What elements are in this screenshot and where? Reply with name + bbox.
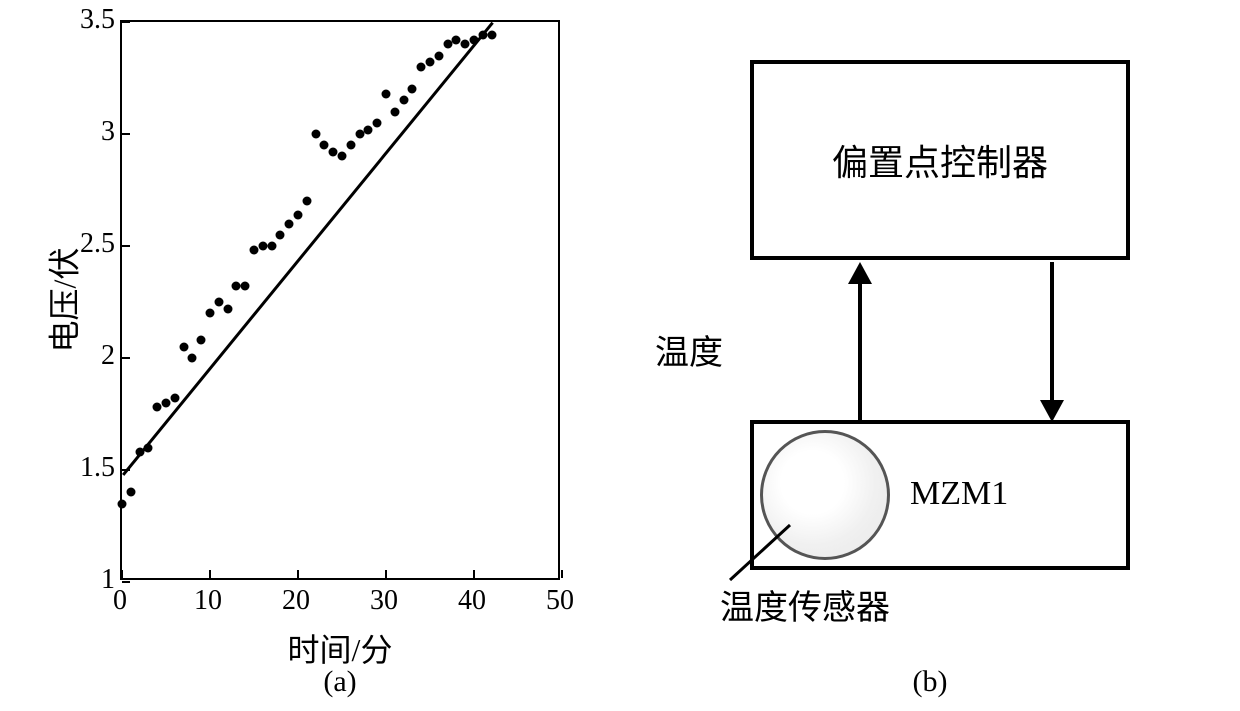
- data-point: [267, 242, 276, 251]
- up-arrow-shaft: [858, 280, 862, 420]
- data-point: [206, 309, 215, 318]
- controller-label: 偏置点控制器: [832, 134, 1048, 186]
- data-point: [250, 246, 259, 255]
- data-point: [364, 125, 373, 134]
- x-tick-label: 30: [370, 585, 398, 617]
- data-point: [434, 51, 443, 60]
- y-tick-label: 3.5: [60, 4, 115, 36]
- data-point: [390, 107, 399, 116]
- subfigure-a: 电压/伏 11.522.533.5 01020304050 时间/分 (a): [0, 0, 620, 711]
- data-point: [399, 96, 408, 105]
- data-point: [170, 394, 179, 403]
- data-point: [232, 282, 241, 291]
- temperature-label: 温度: [655, 325, 723, 374]
- x-tick-label: 40: [458, 585, 486, 617]
- subfigure-b: 偏置点控制器 温度 MZM1 温度传感器 (b): [620, 0, 1240, 711]
- data-point: [162, 398, 171, 407]
- data-point: [320, 141, 329, 150]
- data-point: [417, 62, 426, 71]
- data-point: [126, 488, 135, 497]
- data-point: [118, 499, 127, 508]
- data-point: [285, 219, 294, 228]
- subfigure-b-label: (b): [913, 665, 948, 699]
- data-point: [382, 89, 391, 98]
- data-point: [487, 31, 496, 40]
- data-point: [426, 58, 435, 67]
- sensor-label: 温度传感器: [720, 580, 890, 629]
- controller-box: 偏置点控制器: [750, 60, 1130, 260]
- data-point: [153, 403, 162, 412]
- data-point: [408, 85, 417, 94]
- down-arrow-shaft: [1050, 262, 1054, 402]
- y-axis-ticks: 11.522.533.5: [60, 20, 115, 580]
- data-point: [461, 40, 470, 49]
- y-tick-label: 1.5: [60, 452, 115, 484]
- data-point: [241, 282, 250, 291]
- data-point: [258, 242, 267, 251]
- x-axis-ticks: 01020304050: [120, 585, 560, 625]
- data-point: [478, 31, 487, 40]
- data-point: [144, 443, 153, 452]
- subfigure-a-label: (a): [323, 665, 356, 699]
- data-point: [179, 342, 188, 351]
- data-point: [135, 448, 144, 457]
- data-point: [355, 130, 364, 139]
- data-point: [311, 130, 320, 139]
- up-arrow-head-icon: [848, 262, 872, 284]
- data-point: [294, 210, 303, 219]
- y-tick-label: 3: [60, 116, 115, 148]
- chart-plot-area: [120, 20, 560, 580]
- data-point: [452, 35, 461, 44]
- down-arrow-head-icon: [1040, 400, 1064, 422]
- x-tick-label: 0: [113, 585, 127, 617]
- data-point: [346, 141, 355, 150]
- trend-line: [122, 22, 494, 476]
- data-point: [223, 304, 232, 313]
- data-point: [443, 40, 452, 49]
- data-point: [470, 35, 479, 44]
- y-tick-label: 2: [60, 340, 115, 372]
- data-point: [373, 118, 382, 127]
- data-point: [329, 147, 338, 156]
- data-point: [197, 336, 206, 345]
- mzm-label: MZM1: [910, 475, 1008, 513]
- figure-container: 电压/伏 11.522.533.5 01020304050 时间/分 (a) 偏…: [0, 0, 1240, 711]
- data-point: [214, 298, 223, 307]
- x-tick-label: 20: [282, 585, 310, 617]
- x-tick-label: 50: [546, 585, 574, 617]
- y-tick-label: 1: [60, 564, 115, 596]
- data-point: [302, 197, 311, 206]
- data-point: [188, 354, 197, 363]
- data-point: [338, 152, 347, 161]
- data-point: [276, 230, 285, 239]
- y-tick-label: 2.5: [60, 228, 115, 260]
- x-tick-label: 10: [194, 585, 222, 617]
